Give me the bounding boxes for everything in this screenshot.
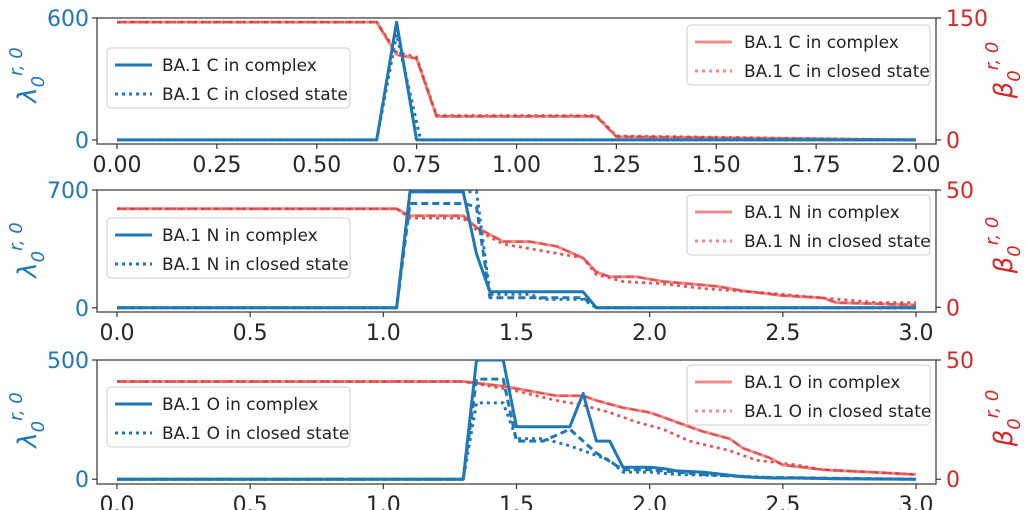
legend-right-label: BA.1 C in closed state <box>744 62 930 82</box>
y-left-tick-label: 0 <box>75 468 89 493</box>
svg-text:β0r, 0: β0r, 0 <box>982 42 1025 100</box>
panel-1: 0.00 0.25 0.50 0.75 1.00 1.25 1.50 1.75 2.000600… <box>6 7 1025 178</box>
x-tick-label: 1.00 <box>492 153 541 178</box>
y-right-tick-label: 0 <box>946 129 960 154</box>
x-tick-label: 2.0 <box>632 493 667 510</box>
legend-left: BA.1 O in complex BA.1 O in closed state <box>107 387 350 447</box>
x-tick-label: 0.0 <box>99 321 134 346</box>
y-left-tick-label: 600 <box>47 7 89 32</box>
x-tick-label: 1.0 <box>366 493 401 510</box>
y-right-axis-label: β0r, 0 <box>982 42 1025 100</box>
x-tick-label: 0.5 <box>233 493 268 510</box>
y-left-tick-label: 700 <box>47 179 89 204</box>
legend-right-label: BA.1 O in closed state <box>744 402 931 422</box>
svg-text:λ0r, 0: λ0r, 0 <box>6 47 49 105</box>
legend-right-label: BA.1 C in complex <box>744 33 899 53</box>
legend-left-label: BA.1 N in closed state <box>162 255 349 275</box>
y-right-tick-label: 50 <box>946 179 974 204</box>
svg-text:λ0r, 0: λ0r, 0 <box>6 392 49 450</box>
legend-left: BA.1 C in complex BA.1 C in closed state <box>107 48 350 108</box>
y-left-axis-label: λ0r, 0 <box>6 222 49 280</box>
x-tick-label: 3.0 <box>899 321 934 346</box>
legend-left-label: BA.1 O in complex <box>162 395 318 415</box>
svg-text:β0r, 0: β0r, 0 <box>982 217 1025 275</box>
legend-right: BA.1 C in complex BA.1 C in closed state <box>687 25 930 85</box>
x-tick-label: 2.5 <box>765 321 800 346</box>
x-tick-label: 0.5 <box>233 321 268 346</box>
legend-left-label: BA.1 O in closed state <box>162 424 349 444</box>
y-left-axis-label: λ0r, 0 <box>6 392 49 450</box>
y-right-tick-label: 0 <box>946 296 960 321</box>
y-right-axis-label: β0r, 0 <box>982 217 1025 275</box>
svg-text:λ0r, 0: λ0r, 0 <box>6 222 49 280</box>
legend-left-label: BA.1 C in closed state <box>162 85 348 105</box>
legend-left-label: BA.1 N in complex <box>162 226 318 246</box>
panel-2: 0.0 0.5 1.0 1.5 2.0 2.5 3.0 0 700 0 50 λ0r, 0 β0r, 0… <box>6 179 1025 346</box>
x-tick-label: 0.75 <box>392 153 441 178</box>
y-right-tick-label: 150 <box>946 7 988 32</box>
legend-right-label: BA.1 N in complex <box>744 203 900 223</box>
x-tick-label: 1.25 <box>592 153 641 178</box>
legend-left: BA.1 N in complex BA.1 N in closed state <box>107 218 350 278</box>
x-tick-label: 0.00 <box>92 153 141 178</box>
legend-left-label: BA.1 C in complex <box>162 56 317 76</box>
x-tick-label: 1.75 <box>792 153 841 178</box>
x-tick-label: 0.0 <box>99 493 134 510</box>
x-tick-label: 0.25 <box>192 153 241 178</box>
y-left-axis-label: λ0r, 0 <box>6 47 49 105</box>
x-tick-label: 1.5 <box>499 493 534 510</box>
y-left-tick-label: 0 <box>75 129 89 154</box>
x-tick-label: 0.50 <box>292 153 341 178</box>
x-tick-label: 2.00 <box>892 153 941 178</box>
legend-right-label: BA.1 O in complex <box>744 373 900 393</box>
y-left-tick-label: 0 <box>75 297 89 322</box>
legend-right: BA.1 O in complex BA.1 O in closed state <box>687 365 931 425</box>
y-right-tick-label: 0 <box>946 468 960 493</box>
x-tick-label: 1.50 <box>692 153 741 178</box>
x-tick-label: 2.5 <box>765 493 800 510</box>
legend-right: BA.1 N in complex BA.1 N in closed state <box>687 195 931 255</box>
svg-text:β0r, 0: β0r, 0 <box>982 390 1025 448</box>
y-right-tick-label: 50 <box>946 349 974 374</box>
panel-3: 0.0 0.5 1.0 1.5 2.0 2.5 3.0 0 500 0 50 λ0r, 0 β0r, 0… <box>6 349 1025 510</box>
x-tick-label: 3.0 <box>899 493 934 510</box>
x-tick-label: 1.0 <box>366 321 401 346</box>
legend-right-label: BA.1 N in closed state <box>744 232 931 252</box>
y-left-tick-label: 500 <box>47 349 89 374</box>
y-right-axis-label: β0r, 0 <box>982 390 1025 448</box>
x-tick-label: 1.5 <box>499 321 534 346</box>
x-tick-label: 2.0 <box>632 321 667 346</box>
